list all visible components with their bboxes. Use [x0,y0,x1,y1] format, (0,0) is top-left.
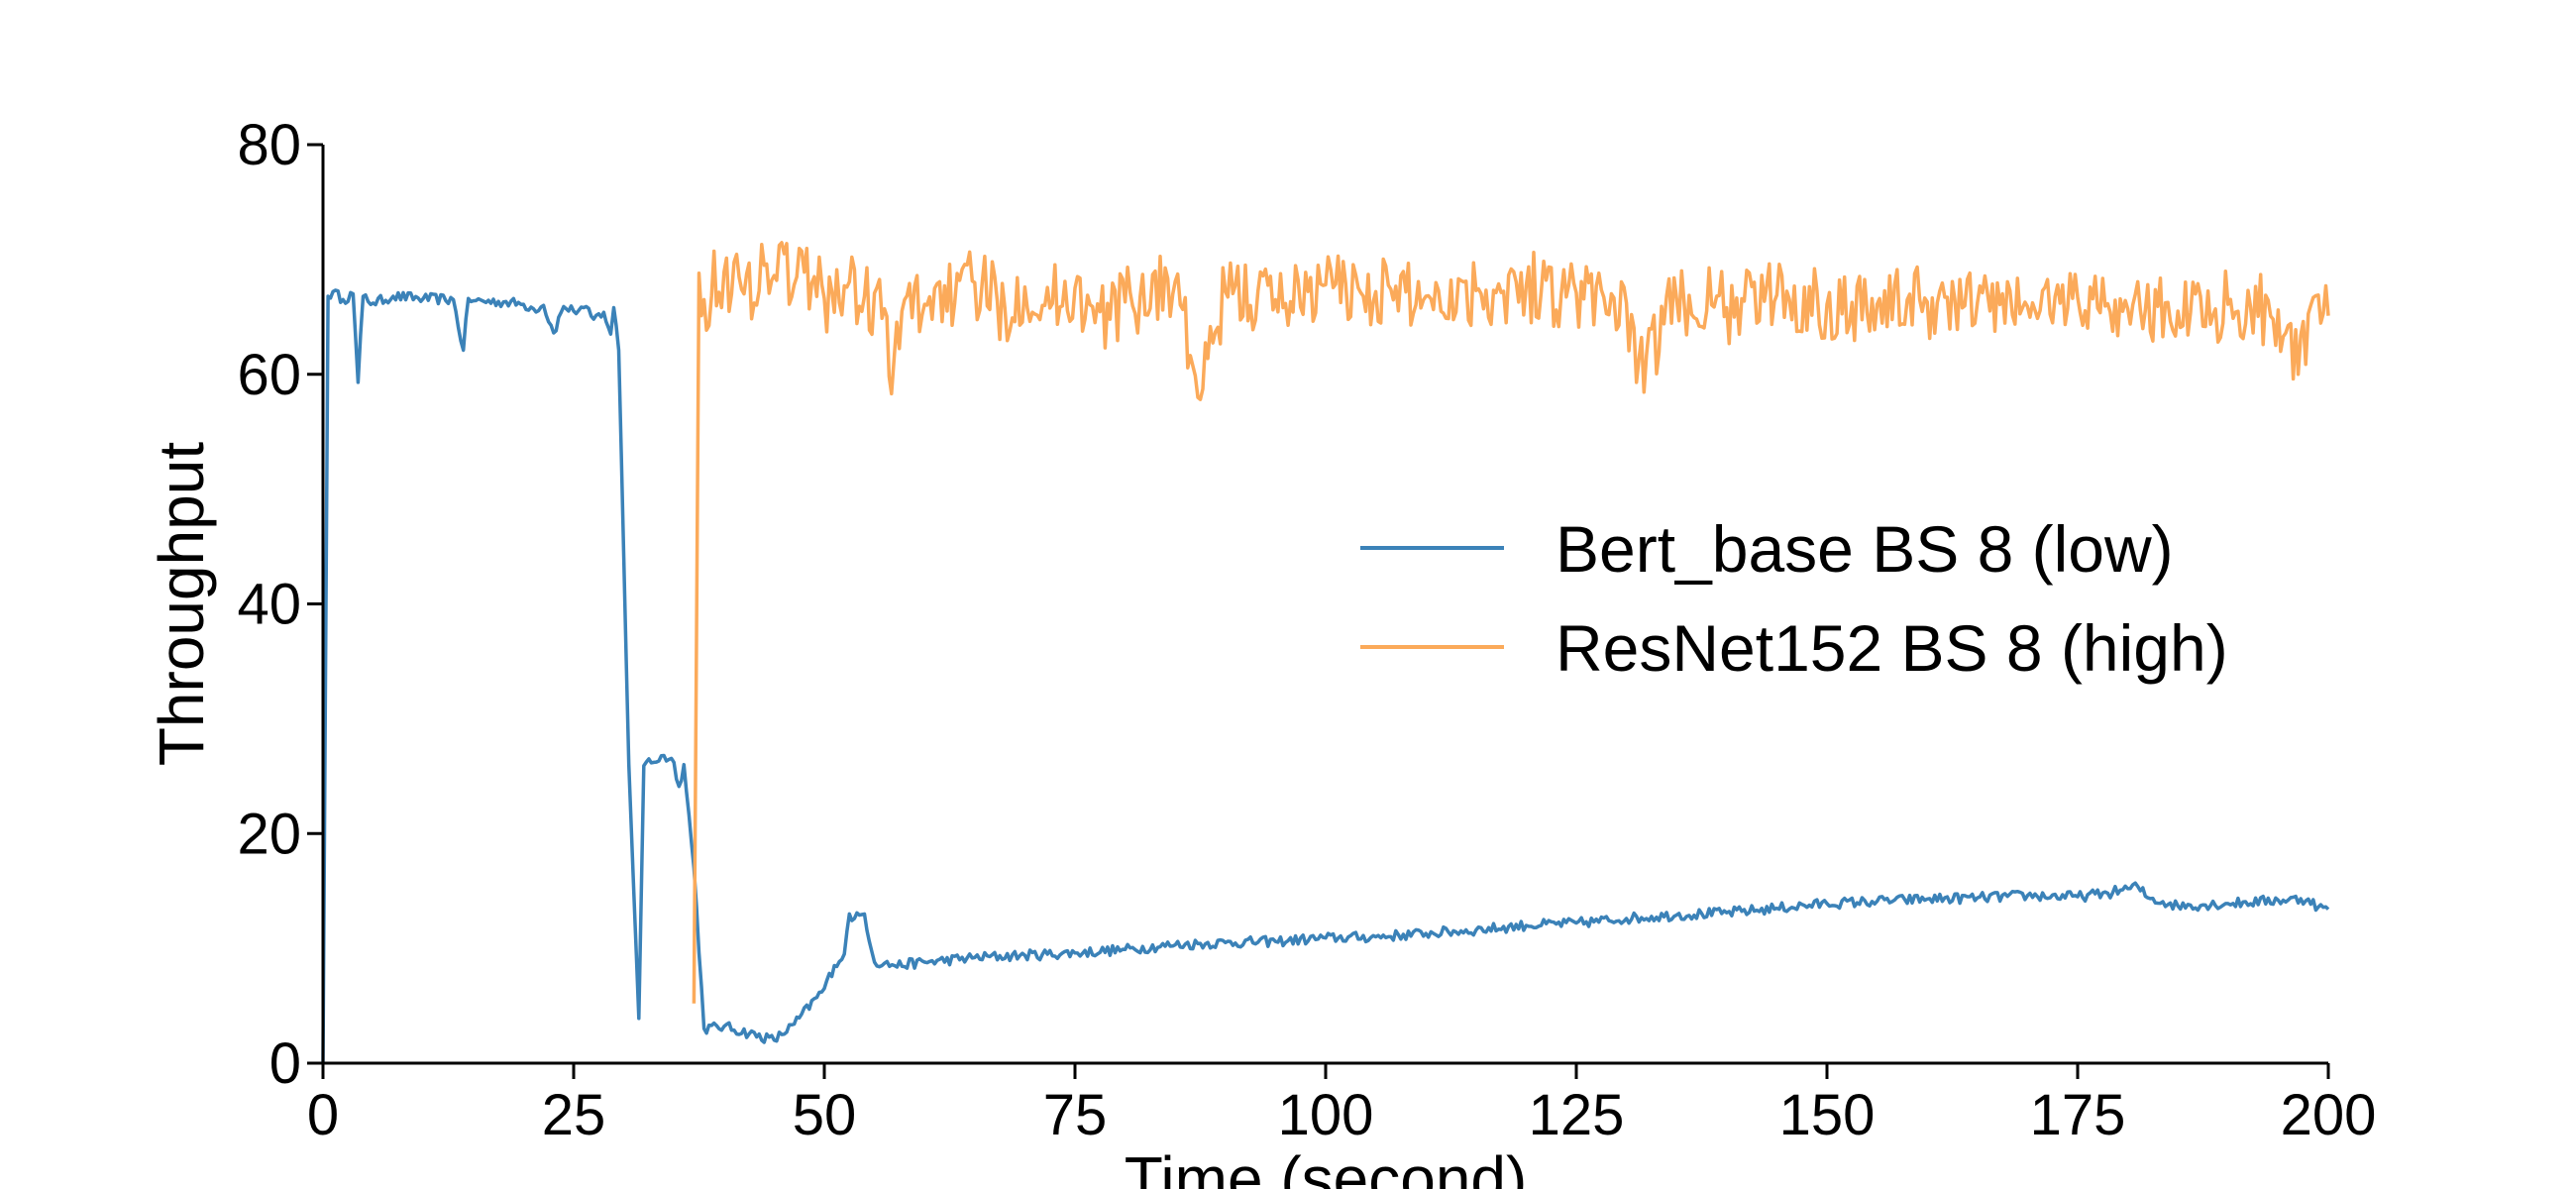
x-tick-label: 25 [542,1083,606,1147]
x-tick-label: 200 [2281,1083,2377,1147]
y-tick-label: 20 [237,802,301,866]
x-tick-label: 75 [1043,1083,1108,1147]
legend: Bert_base BS 8 (low) ResNet152 BS 8 (high… [1360,512,2228,685]
x-tick-label: 100 [1278,1083,1374,1147]
y-ticks: 0 20 40 60 80 [237,113,323,1096]
x-tick-label: 125 [1529,1083,1625,1147]
y-tick-label: 80 [237,113,301,177]
x-tick-label: 175 [2030,1083,2126,1147]
y-tick-label: 60 [237,343,301,407]
legend-label: ResNet152 BS 8 (high) [1556,611,2228,685]
y-tick-label: 0 [269,1031,301,1096]
x-axis-title: Time (second) [1125,1143,1528,1189]
series-line-2 [692,241,2330,1004]
y-tick-label: 40 [237,573,301,637]
x-tick-label: 150 [1779,1083,1876,1147]
axes: 0 20 40 60 80 0 25 50 75 100 125 150 175 200 [237,113,2376,1147]
x-tick-label: 0 [307,1083,339,1147]
series-layer [321,241,2330,1064]
x-ticks: 0 25 50 75 100 125 150 175 200 [307,1063,2377,1147]
series-line-1 [321,288,2330,1064]
x-tick-label: 50 [793,1083,857,1147]
legend-label: Bert_base BS 8 (low) [1556,512,2174,586]
y-axis-title: Throughput [146,442,217,767]
